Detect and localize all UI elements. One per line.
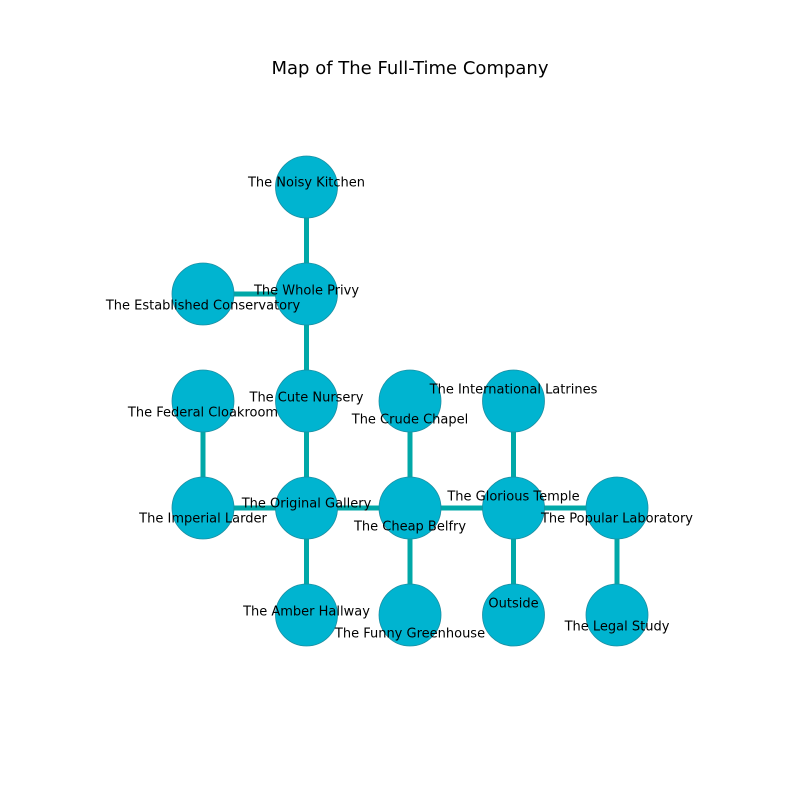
node-established-conservatory [171, 262, 235, 326]
node-label-funny-greenhouse: The Funny Greenhouse [334, 627, 485, 642]
node-label-legal-study: The Legal Study [564, 620, 670, 635]
node-cute-nursery [275, 369, 338, 433]
node-funny-greenhouse [378, 583, 442, 647]
node-label-amber-hallway: The Amber Hallway [242, 605, 370, 620]
node-label-whole-privy: The Whole Privy [253, 284, 359, 299]
node-popular-laboratory [585, 476, 649, 540]
diagram-title: Map of The Full-Time Company [271, 58, 548, 79]
node-label-cheap-belfry: The Cheap Belfry [353, 520, 466, 535]
node-legal-study [585, 583, 649, 647]
node-label-noisy-kitchen: The Noisy Kitchen [247, 176, 365, 191]
node-imperial-larder [171, 476, 235, 540]
node-original-gallery [275, 476, 338, 540]
node-cheap-belfry [378, 476, 442, 540]
node-label-international-latrines: The International Latrines [429, 383, 598, 398]
labels-layer: The Noisy Kitchen The Established Conserv… [105, 176, 693, 642]
node-crude-chapel [378, 369, 442, 433]
node-label-original-gallery: The Original Gallery [241, 497, 372, 512]
node-glorious-temple [482, 476, 545, 540]
node-label-imperial-larder: The Imperial Larder [138, 512, 267, 527]
node-label-outside: Outside [488, 597, 538, 612]
node-federal-cloakroom [171, 369, 235, 433]
node-label-federal-cloakroom: The Federal Cloakroom [127, 406, 278, 421]
node-label-established-conservatory: The Established Conservatory [105, 299, 301, 314]
node-international-latrines [482, 369, 545, 433]
node-label-glorious-temple: The Glorious Temple [446, 490, 579, 505]
node-outside [482, 583, 545, 647]
node-amber-hallway [275, 583, 338, 647]
node-label-cute-nursery: The Cute Nursery [249, 391, 364, 406]
node-label-crude-chapel: The Crude Chapel [351, 413, 469, 428]
node-label-popular-laboratory: The Popular Laboratory [540, 512, 693, 527]
node-whole-privy [275, 262, 338, 326]
node-noisy-kitchen [275, 155, 338, 219]
nodes-layer [171, 155, 649, 647]
